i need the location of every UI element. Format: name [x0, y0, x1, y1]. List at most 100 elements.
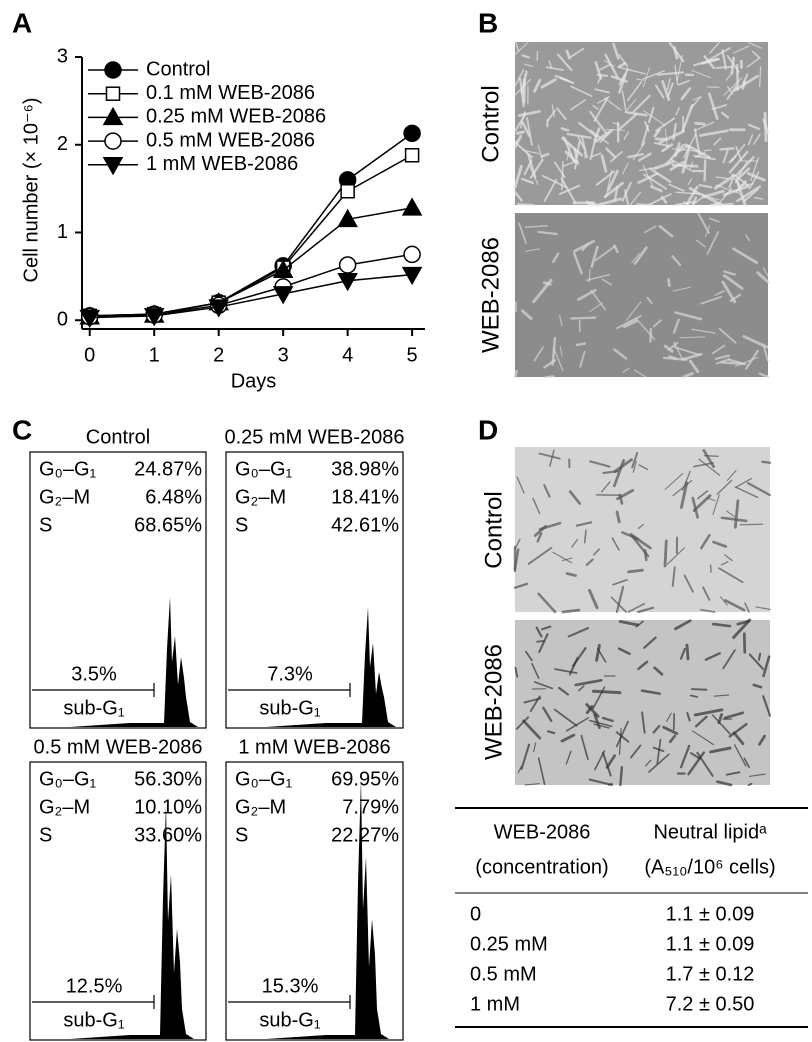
cell: [615, 720, 629, 748]
cell: [682, 470, 691, 491]
cell: [513, 134, 523, 149]
phase-label: G₂–M: [39, 486, 90, 508]
cell: [543, 484, 551, 498]
cell: [621, 181, 632, 202]
table-cell: 1.1 ± 0.09: [666, 903, 755, 925]
cell: [541, 174, 568, 189]
cell: [658, 225, 674, 238]
image-label: WEB-2086: [480, 644, 507, 760]
phase-value: 33.60%: [134, 824, 202, 846]
phase-label: G₂–M: [39, 796, 90, 818]
cell: [717, 713, 723, 725]
image-label: Control: [480, 491, 507, 568]
cell: [595, 170, 616, 186]
cell: [688, 359, 700, 374]
micrograph: [515, 213, 768, 377]
cell: [681, 103, 694, 133]
sub-g1-label: sub-G₁: [259, 697, 320, 719]
cell: [643, 70, 665, 80]
cell: [745, 234, 750, 242]
cell: [691, 328, 716, 334]
cell: [700, 295, 723, 305]
cell: [712, 494, 720, 516]
cell: [580, 135, 589, 159]
histogram: [266, 779, 389, 1039]
cell: [574, 678, 603, 687]
cell: [533, 346, 544, 362]
histogram-title: 1 mM WEB-2086: [238, 736, 390, 758]
cell: [570, 99, 586, 111]
cell: [668, 355, 678, 361]
cell: [667, 278, 671, 288]
cell: [680, 87, 692, 101]
cell: [570, 316, 597, 320]
phase-value: 24.87%: [134, 458, 202, 480]
cell: [537, 144, 544, 162]
cell: [670, 158, 695, 173]
cell: [605, 754, 616, 769]
cell: [571, 647, 587, 667]
cell: [719, 147, 735, 151]
cell: [679, 647, 686, 660]
marker: [143, 308, 165, 327]
phase-value: 7.79%: [342, 796, 399, 818]
cell: [629, 191, 642, 206]
cell: [574, 141, 581, 170]
cell: [748, 653, 764, 670]
cell: [700, 533, 711, 550]
cell: [733, 499, 740, 529]
cell: [643, 110, 666, 127]
cell: [566, 144, 571, 161]
cell: [521, 121, 531, 137]
cell: [637, 660, 649, 671]
cell: [668, 183, 685, 192]
cell: [580, 734, 589, 760]
cell: [623, 131, 629, 140]
histogram-frame: [29, 761, 207, 1041]
cell: [559, 346, 563, 357]
cell: [664, 472, 684, 491]
cell: [594, 61, 603, 80]
cell: [747, 41, 763, 49]
cell: [711, 714, 731, 735]
cell: [681, 352, 703, 361]
cell: [573, 252, 583, 275]
cell: [615, 585, 625, 614]
cell: [542, 706, 553, 722]
cell: [537, 592, 557, 614]
cell: [601, 751, 612, 777]
cell: [666, 77, 671, 91]
cell: [545, 66, 564, 71]
cell: [623, 189, 630, 206]
cell: [706, 47, 731, 62]
cell: [735, 156, 755, 176]
cell: [532, 278, 553, 304]
marker: [208, 299, 229, 318]
cell: [641, 124, 649, 147]
cell: [674, 346, 701, 356]
cell: [721, 49, 728, 70]
cell: [516, 476, 525, 494]
cell: [718, 567, 744, 584]
cell: [714, 290, 725, 296]
cell: [543, 359, 557, 369]
cell: [694, 152, 706, 158]
cell: [588, 719, 613, 728]
cell: [711, 622, 732, 628]
cell: [748, 171, 760, 190]
cell: [513, 190, 523, 202]
cell: [711, 201, 721, 207]
cell: [750, 157, 760, 182]
cell: [690, 688, 708, 691]
marker: [272, 259, 294, 278]
cell: [585, 200, 598, 207]
cell: [618, 54, 629, 68]
cell: [674, 619, 692, 631]
cell: [646, 296, 653, 305]
sub-g1-value: 15.3%: [262, 975, 319, 997]
phase-value: 69.95%: [331, 768, 399, 790]
phase-value: 6.48%: [145, 486, 202, 508]
cell: [621, 90, 627, 114]
cell: [592, 104, 599, 110]
